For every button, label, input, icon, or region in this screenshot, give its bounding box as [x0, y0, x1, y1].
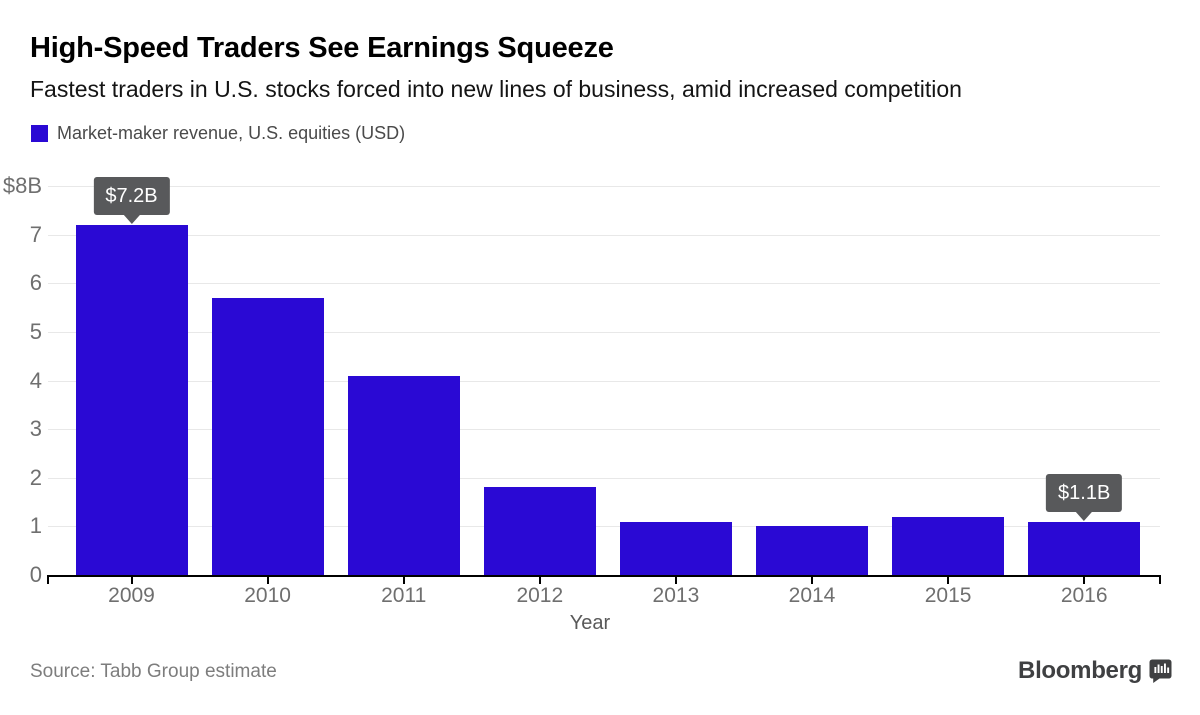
axis-tick	[130, 575, 133, 584]
bar-2011[interactable]	[347, 375, 460, 575]
x-axis-label: 2015	[924, 584, 972, 607]
page-subtitle: Fastest traders in U.S. stocks forced in…	[30, 76, 962, 102]
y-axis-label: 2	[29, 464, 42, 490]
axis-tick	[402, 575, 405, 584]
y-axis-label: 3	[29, 416, 42, 442]
axis-tick	[538, 575, 541, 584]
chart-plot: $7.2B $1.1B	[47, 176, 1161, 584]
axis-tick	[1083, 575, 1086, 584]
value-callout: $7.2B	[93, 176, 170, 215]
x-axis-label: 2014	[788, 584, 836, 607]
brand-name: Bloomberg	[1018, 657, 1142, 684]
bar-2009[interactable]	[75, 224, 188, 575]
axis-tick	[266, 575, 269, 584]
bar-2015[interactable]	[892, 516, 1005, 575]
gridline	[48, 526, 1160, 528]
legend-swatch-icon	[31, 125, 48, 142]
y-axis: 0 1 2 3 4 5 6 7 $8B	[0, 175, 42, 586]
axis-tick	[947, 575, 950, 584]
bar-2013[interactable]	[619, 521, 732, 575]
bar-2014[interactable]	[756, 526, 868, 575]
value-callout: $1.1B	[1046, 473, 1123, 512]
axis-end-tick	[1159, 575, 1161, 584]
axis-tick	[811, 575, 813, 584]
legend: Market-maker revenue, U.S. equities (USD…	[31, 123, 405, 144]
axis-end-tick	[47, 575, 49, 584]
bar-2010[interactable]	[211, 297, 324, 575]
bloomberg-mark-icon	[1149, 659, 1172, 683]
y-axis-label: 5	[29, 318, 42, 344]
x-axis-label: 2012	[516, 584, 564, 607]
gridline	[48, 283, 1160, 285]
x-axis-label: 2013	[652, 584, 700, 607]
gridline	[48, 234, 1160, 236]
y-axis-label: $8B	[2, 173, 42, 198]
gridline	[48, 477, 1160, 479]
brand-logo: Bloomberg	[1018, 657, 1172, 685]
x-axis-line	[48, 575, 1160, 577]
x-axis-label: 2016	[1060, 584, 1108, 607]
y-axis-label: 7	[29, 221, 42, 247]
y-axis-label: 0	[29, 562, 42, 587]
gridline	[48, 429, 1160, 431]
x-axis-title: Year	[569, 612, 611, 634]
x-axis-label: 2009	[108, 584, 155, 607]
x-axis-label: 2011	[381, 584, 427, 607]
bar-2016[interactable]	[1028, 521, 1141, 575]
x-axis-label: 2010	[244, 584, 291, 607]
x-axis-labels: 2009 2010 2011 2012 2013 2014 2015 2016	[48, 585, 1160, 611]
bar-2012[interactable]	[483, 487, 596, 575]
y-axis-label: 1	[29, 513, 42, 539]
gridline	[48, 380, 1160, 382]
gridline	[48, 186, 1160, 187]
y-axis-label: 4	[29, 367, 42, 393]
page-title: High-Speed Traders See Earnings Squeeze	[30, 32, 614, 64]
axis-tick	[674, 575, 677, 584]
source-note: Source: Tabb Group estimate	[30, 661, 277, 682]
gridline	[48, 331, 1160, 333]
y-axis-label: 6	[29, 270, 42, 296]
legend-label: Market-maker revenue, U.S. equities (USD…	[57, 123, 406, 143]
